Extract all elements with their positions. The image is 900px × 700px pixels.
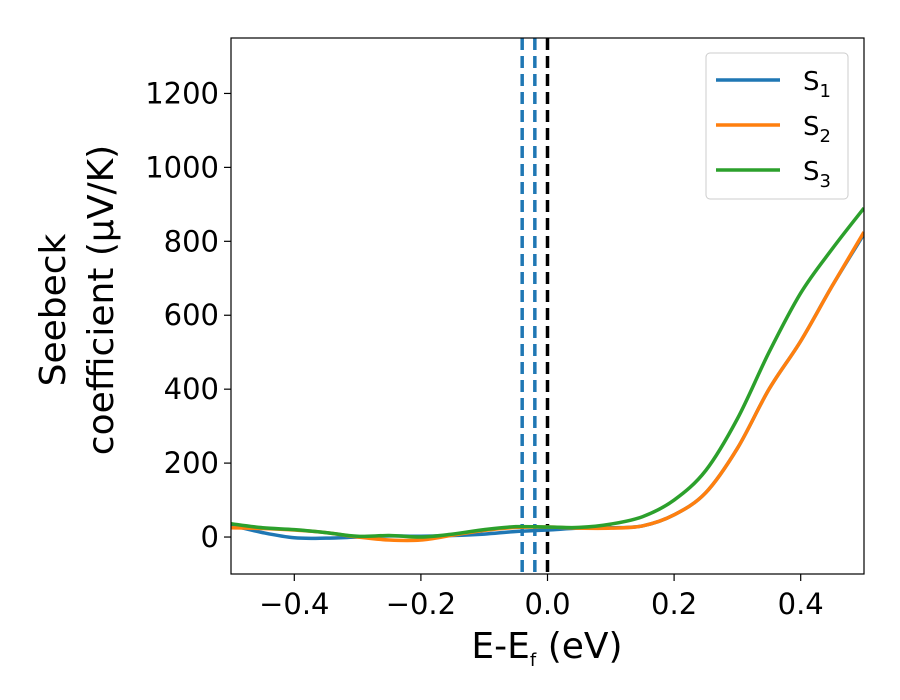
legend-label: S3 [803,157,831,192]
y-tick-label: 1200 [145,76,219,110]
legend-label: S2 [803,112,831,147]
x-axis: −0.4 −0.2 0.0 0.2 0.4 [259,574,824,621]
y-tick-label: 400 [164,372,219,406]
y-tick-label: 200 [164,446,219,480]
y-axis: 0 200 400 600 800 1000 1200 [145,76,231,554]
y-axis-title-line1: Seebeck [33,233,74,386]
x-tick-label: −0.4 [259,587,329,621]
series-lines [231,206,864,543]
series-line-s3 [231,206,864,539]
x-tick-label: 0.0 [524,587,570,621]
y-tick-label: 1000 [145,150,219,184]
y-tick-label: 0 [201,520,219,554]
x-tick-label: 0.2 [651,587,697,621]
y-axis-title-line2: coefficient (μV/K) [81,145,122,455]
x-axis-title: E-Ef (eV) [471,626,622,671]
y-tick-label: 600 [164,298,219,332]
legend: S1 S2 S3 [705,52,849,200]
legend-label: S1 [803,67,831,102]
x-tick-label: 0.4 [778,587,824,621]
y-axis-title: Seebeck coefficient (μV/K) [33,145,122,455]
x-tick-label: −0.2 [386,587,456,621]
y-tick-label: 800 [164,224,219,258]
